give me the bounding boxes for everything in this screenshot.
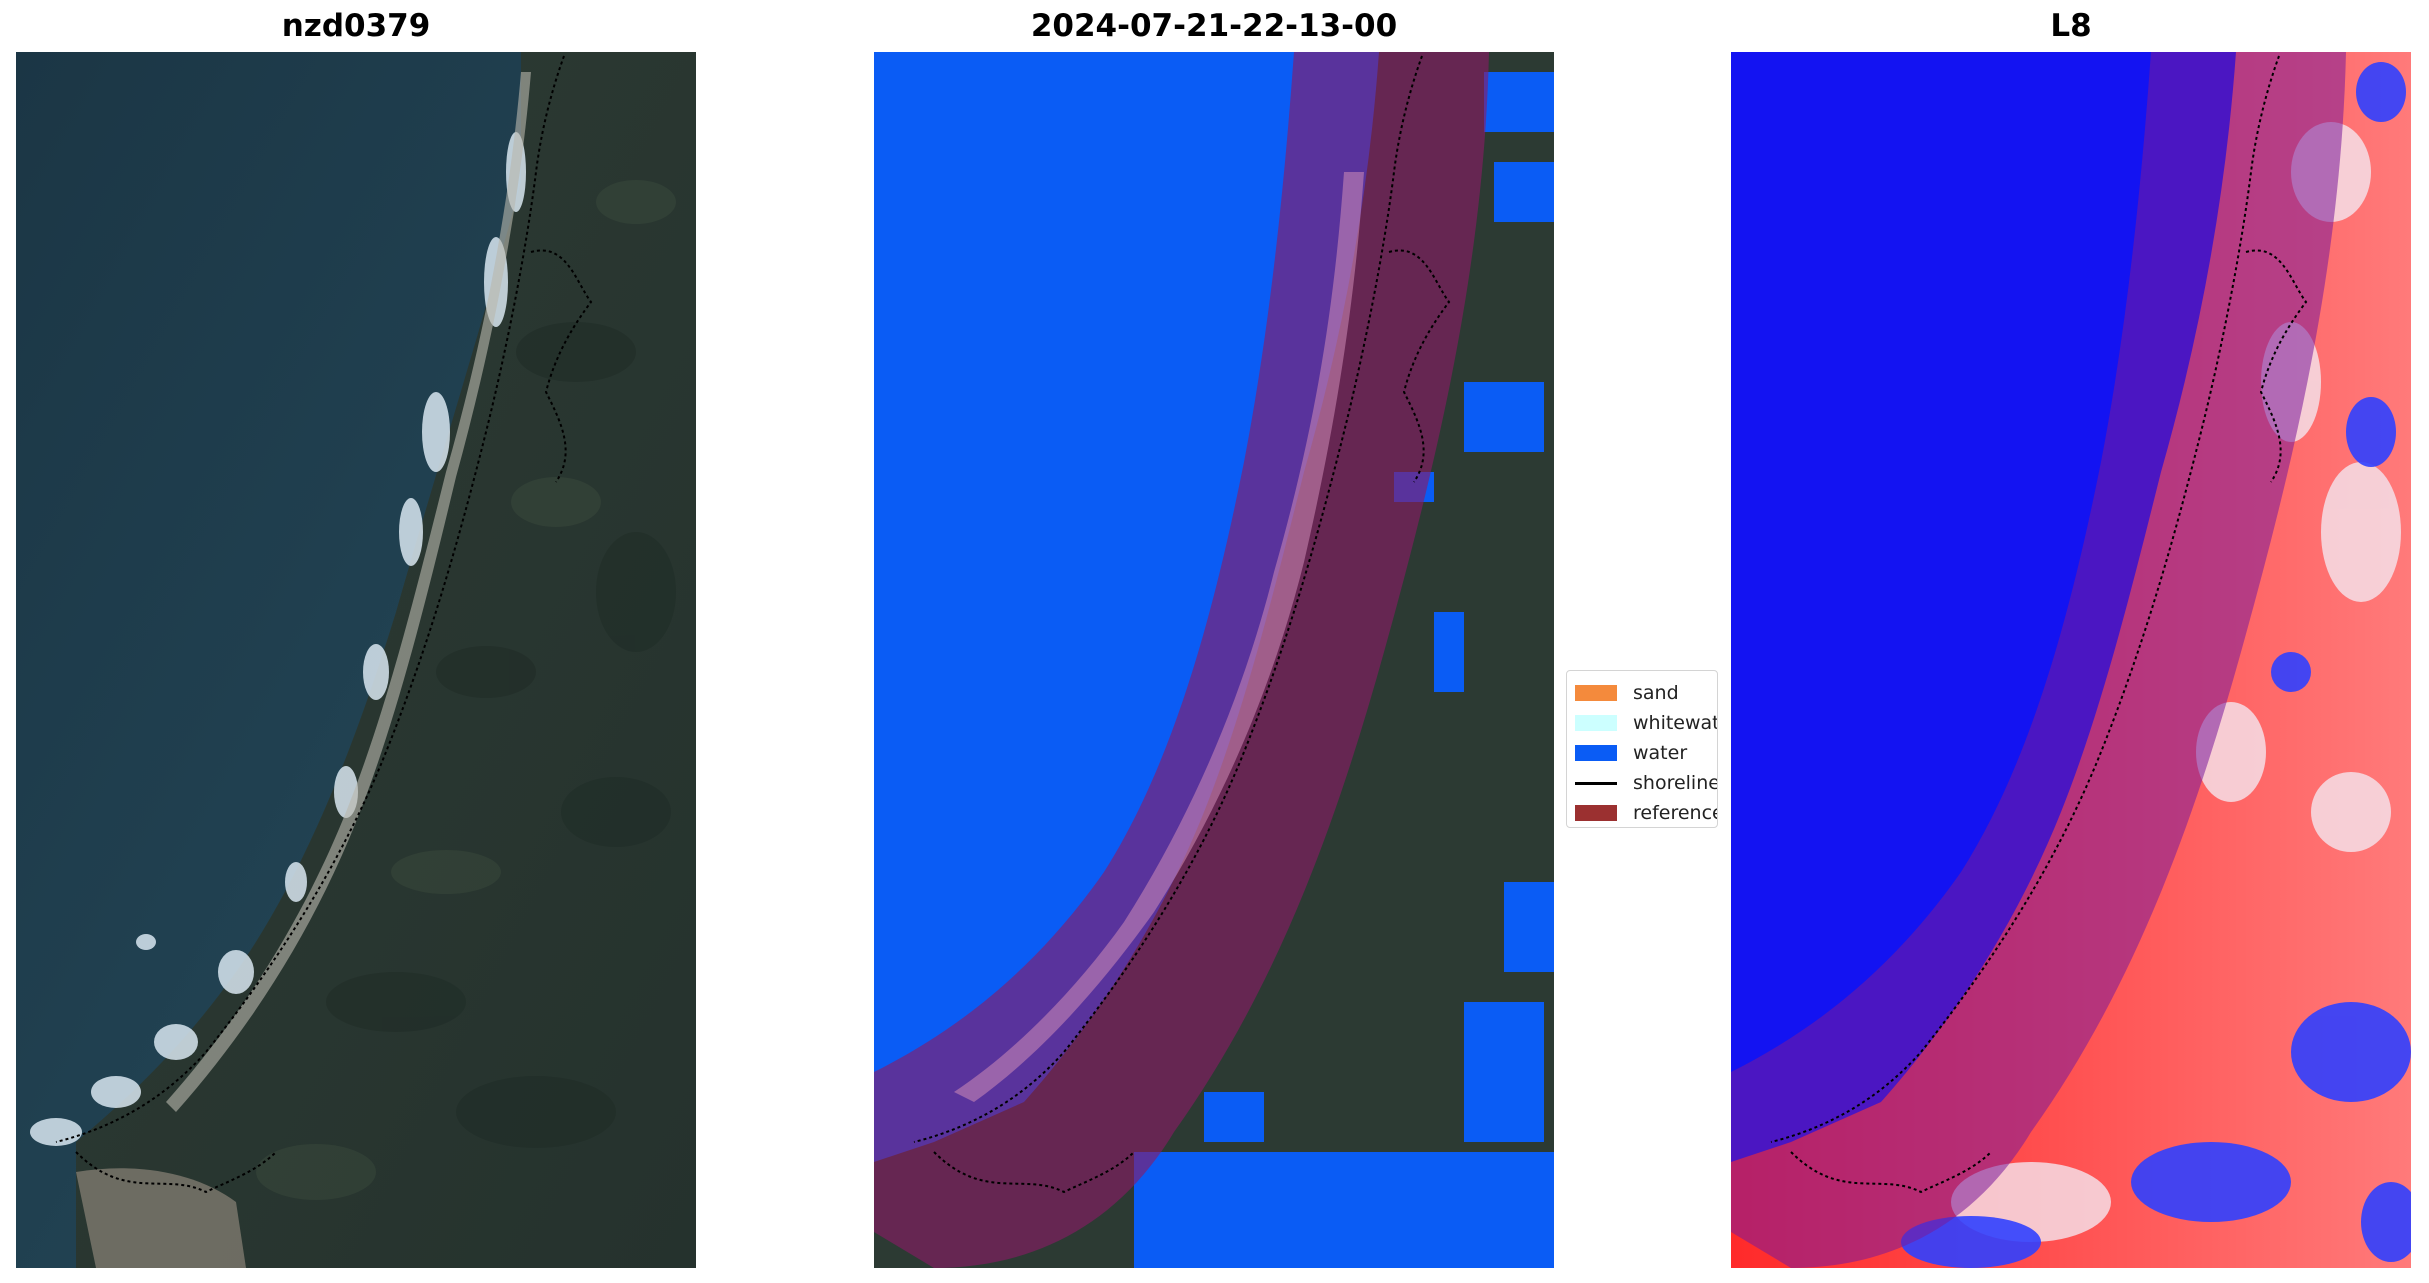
legend-item-sand: sand bbox=[1575, 679, 1717, 707]
legend-item-shoreline: shoreline bbox=[1575, 769, 1718, 797]
legend-label-reference-buffer: reference shoreline buffer bbox=[1633, 802, 1718, 824]
legend-swatch-water bbox=[1575, 745, 1617, 761]
classified-image bbox=[874, 52, 1554, 1268]
low-index-area bbox=[1731, 52, 2236, 1162]
legend-label-whitewater: whitewater bbox=[1633, 712, 1717, 734]
panel-title-classified: 2024-07-21-22-13-00 bbox=[1030, 8, 1398, 44]
legend-item-water: water bbox=[1575, 739, 1717, 767]
legend-label-water: water bbox=[1633, 742, 1688, 764]
legend-swatch-whitewater bbox=[1575, 715, 1617, 731]
legend-item-whitewater: whitewater bbox=[1575, 709, 1717, 737]
legend-swatch-shoreline bbox=[1575, 781, 1617, 785]
rgb-image bbox=[16, 52, 696, 1268]
classified-image-panel bbox=[874, 52, 1554, 1268]
index-image-panel bbox=[1731, 52, 2411, 1268]
shoreline-line bbox=[55, 55, 565, 1143]
panel-title-index: L8 bbox=[2050, 8, 2092, 44]
legend-swatch-reference-buffer bbox=[1575, 805, 1617, 821]
panel-title-rgb: nzd0379 bbox=[281, 8, 431, 44]
rgb-image-panel bbox=[16, 52, 696, 1268]
legend: sand whitewater water shoreline referenc… bbox=[1566, 670, 1718, 828]
index-image bbox=[1731, 52, 2411, 1268]
legend-item-reference-buffer: reference shoreline buffer bbox=[1575, 799, 1718, 827]
water-class-area bbox=[874, 52, 1379, 1162]
legend-swatch-sand bbox=[1575, 685, 1617, 701]
legend-label-shoreline: shoreline bbox=[1633, 772, 1718, 794]
legend-label-sand: sand bbox=[1633, 682, 1679, 704]
